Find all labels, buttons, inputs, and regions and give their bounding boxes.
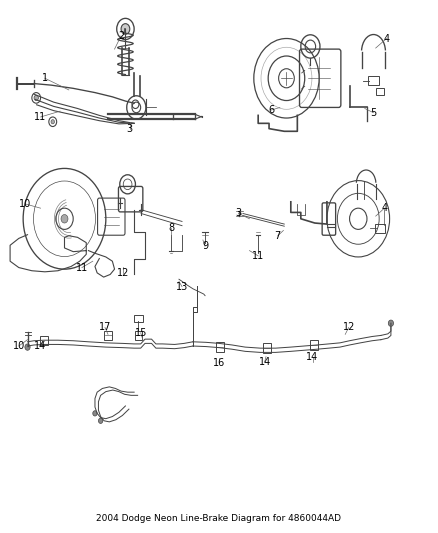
Circle shape bbox=[34, 95, 39, 101]
Text: 4: 4 bbox=[381, 203, 388, 213]
Text: 10: 10 bbox=[13, 341, 25, 351]
Circle shape bbox=[61, 215, 68, 223]
Text: 3: 3 bbox=[127, 124, 133, 134]
Text: 4: 4 bbox=[384, 34, 390, 44]
Text: 8: 8 bbox=[168, 223, 174, 233]
Text: 2004 Dodge Neon Line-Brake Diagram for 4860044AD: 2004 Dodge Neon Line-Brake Diagram for 4… bbox=[96, 514, 342, 523]
Text: 13: 13 bbox=[176, 281, 188, 292]
Text: 14: 14 bbox=[258, 357, 271, 367]
Text: 11: 11 bbox=[35, 112, 47, 122]
Circle shape bbox=[389, 320, 393, 326]
Text: 11: 11 bbox=[76, 263, 88, 272]
Text: 11: 11 bbox=[252, 251, 264, 261]
Text: 7: 7 bbox=[275, 231, 281, 241]
Circle shape bbox=[99, 418, 103, 423]
Circle shape bbox=[25, 344, 30, 350]
Text: 14: 14 bbox=[34, 341, 46, 351]
Circle shape bbox=[51, 119, 54, 124]
Text: 17: 17 bbox=[99, 322, 111, 333]
Text: 14: 14 bbox=[307, 352, 319, 361]
Text: 15: 15 bbox=[134, 328, 147, 338]
Text: 10: 10 bbox=[19, 199, 32, 209]
Text: 9: 9 bbox=[202, 241, 208, 252]
Text: 12: 12 bbox=[117, 268, 130, 278]
Text: 16: 16 bbox=[213, 358, 225, 368]
Circle shape bbox=[93, 411, 97, 416]
Text: 6: 6 bbox=[268, 105, 274, 115]
Text: 12: 12 bbox=[343, 322, 355, 333]
Text: 3: 3 bbox=[236, 208, 242, 219]
Text: 2: 2 bbox=[118, 31, 124, 41]
Text: 1: 1 bbox=[42, 73, 48, 83]
Circle shape bbox=[121, 23, 130, 34]
Text: 5: 5 bbox=[371, 108, 377, 118]
